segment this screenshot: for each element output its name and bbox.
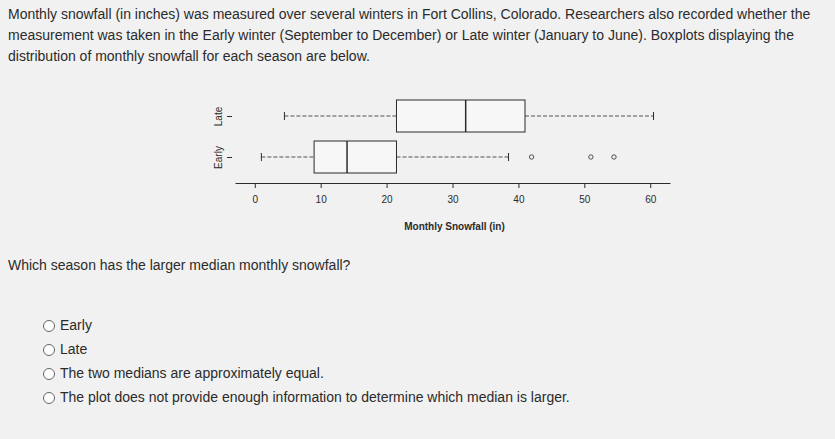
x-tick-mark [518,183,519,188]
intro-line: measurement was taken in the Early winte… [8,27,794,43]
x-tick-mark [321,183,322,188]
x-tick-mark [650,183,651,188]
x-tick-label: 0 [252,194,258,205]
option-label[interactable]: The plot does not provide enough informa… [60,389,570,405]
y-tick-label: Late [213,106,224,126]
whisker-high [525,116,654,117]
median [346,141,348,173]
plot-marks [261,100,653,173]
option[interactable]: Early [44,317,92,333]
option[interactable]: The plot does not provide enough informa… [44,389,570,405]
x-tick-mark [453,183,454,188]
option[interactable]: The two medians are approximately equal. [44,365,324,381]
median [465,100,467,132]
option-label[interactable]: Early [60,317,92,333]
x-tick: 10 [316,183,328,205]
x-axis-title: Monthly Snowfall (in) [404,221,505,232]
y-tick-mark [227,116,232,117]
y-axis: Early Late [213,106,232,169]
radio-button[interactable] [44,369,55,380]
x-tick-label: 60 [645,194,657,205]
x-tick-label: 40 [513,194,525,205]
x-tick-label: 50 [579,194,591,205]
whisker-low [284,116,396,117]
question: Which season has the larger median month… [8,257,351,273]
y-tick-label: Early [213,146,224,169]
x-tick: 40 [513,183,525,205]
y-tick-mark [227,157,232,158]
x-tick-label: 10 [316,194,328,205]
option-label[interactable]: Late [60,341,87,357]
x-tick-mark [387,183,388,188]
box [396,100,525,132]
whisker-cap-low [284,112,285,120]
whisker-cap-low [261,153,262,161]
x-tick: 30 [447,183,459,205]
x-tick: 60 [645,183,657,205]
intro-line: Monthly snowfall (in inches) was measure… [8,6,810,22]
x-tick: 0 [252,183,258,205]
outlier [612,155,616,159]
whisker-low [261,157,314,158]
option-label[interactable]: The two medians are approximately equal. [60,365,324,381]
radio-button[interactable] [44,393,55,404]
whisker-cap-high [508,153,509,161]
x-tick-label: 30 [447,194,459,205]
x-axis: 0 10 20 30 40 50 60 [236,183,671,205]
x-tick-mark [255,183,256,188]
outlier [529,155,533,159]
outlier [589,155,593,159]
boxplot [261,141,616,173]
box [314,141,396,173]
boxplot [284,100,653,132]
option[interactable]: Late [44,341,88,357]
radio-button[interactable] [44,345,55,356]
y-tick: Late [213,106,232,126]
whisker-high [396,157,508,158]
x-tick: 50 [579,183,591,205]
whisker-cap-high [653,112,654,120]
intro-line: distribution of monthly snowfall for eac… [8,48,370,64]
radio-button[interactable] [44,321,55,332]
x-tick: 20 [382,183,394,205]
y-tick: Early [213,146,232,169]
x-tick-mark [584,183,585,188]
x-tick-label: 20 [382,194,394,205]
